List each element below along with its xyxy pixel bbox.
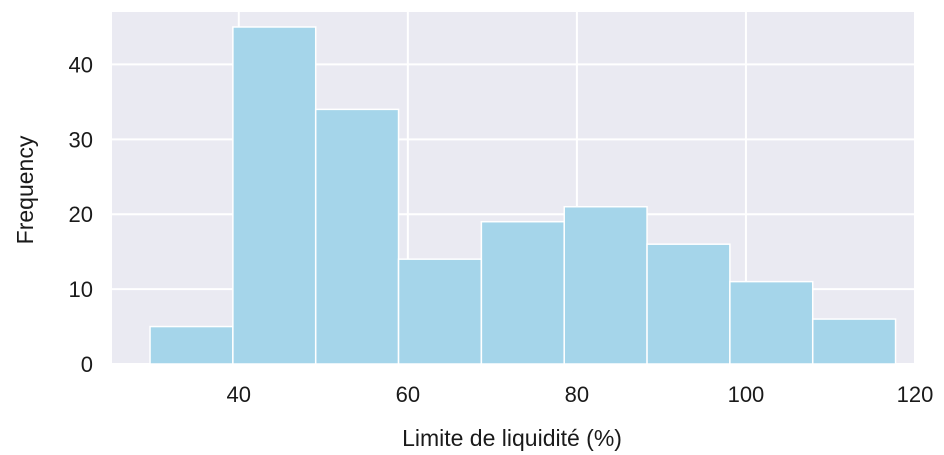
y-tick-label: 40 — [69, 52, 93, 77]
histogram-bar — [811, 318, 897, 365]
x-tick-label: 80 — [565, 382, 589, 407]
x-tick-label: 60 — [396, 382, 420, 407]
x-tick-label: 120 — [897, 382, 934, 407]
x-tick-label: 100 — [728, 382, 765, 407]
x-tick-label: 40 — [227, 382, 251, 407]
histogram-bar — [314, 108, 400, 365]
histogram-bars — [149, 26, 897, 365]
y-tick-label: 10 — [69, 277, 93, 302]
y-axis-label: Frequency — [12, 135, 38, 244]
histogram-bar — [397, 258, 483, 365]
x-axis-label: Limite de liquidité (%) — [402, 425, 622, 451]
y-tick-label: 30 — [69, 127, 93, 152]
histogram-bar — [646, 243, 731, 365]
histogram-bar — [149, 325, 234, 365]
y-tick-label: 0 — [81, 352, 93, 377]
histogram-bar — [729, 280, 814, 365]
x-tick-labels: 40 60 80 100 120 — [227, 382, 934, 407]
histogram-bar — [480, 220, 565, 365]
histogram-bar — [563, 205, 648, 365]
histogram-bar — [232, 26, 317, 365]
y-tick-label: 20 — [69, 202, 93, 227]
y-tick-labels: 0 10 20 30 40 — [69, 52, 93, 377]
